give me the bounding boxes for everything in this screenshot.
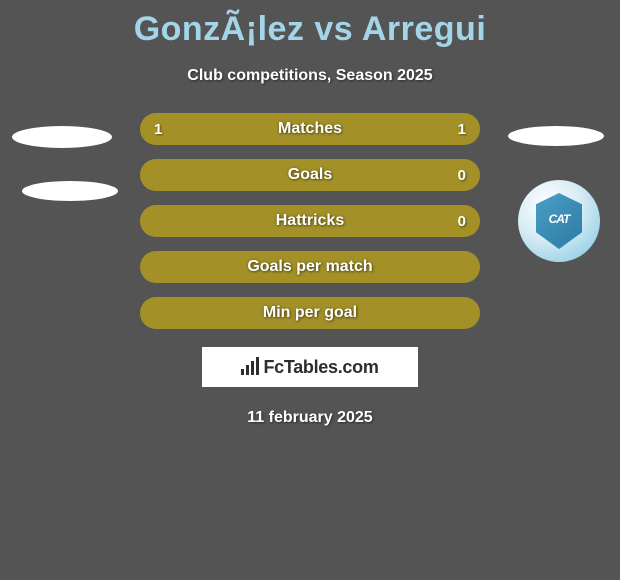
player-left-placeholder-2: [22, 181, 118, 201]
shield-icon: CAT: [536, 193, 582, 249]
stat-label: Hattricks: [276, 212, 344, 230]
team-badge: CAT: [518, 180, 600, 262]
badge-text: CAT: [549, 212, 570, 226]
stat-row-hattricks: Hattricks 0: [140, 205, 480, 237]
stat-value-right: 1: [458, 121, 466, 138]
date-label: 11 february 2025: [0, 409, 620, 427]
chart-icon: [241, 357, 259, 377]
stat-row-matches: 1 Matches 1: [140, 113, 480, 145]
stat-label: Goals: [288, 166, 332, 184]
subtitle: Club competitions, Season 2025: [0, 67, 620, 85]
player-left-placeholder-1: [12, 126, 112, 148]
stat-row-goals: Goals 0: [140, 159, 480, 191]
logo-text: FcTables.com: [263, 357, 378, 378]
stat-label: Goals per match: [247, 258, 372, 276]
player-right-placeholder-1: [508, 126, 604, 146]
stat-value-right: 0: [458, 167, 466, 184]
stat-label: Min per goal: [263, 304, 357, 322]
stat-row-min-per-goal: Min per goal: [140, 297, 480, 329]
logo-box: FcTables.com: [202, 347, 418, 387]
stat-value-left: 1: [154, 121, 162, 138]
page-title: GonzÃ¡lez vs Arregui: [0, 0, 620, 49]
stat-row-goals-per-match: Goals per match: [140, 251, 480, 283]
stat-value-right: 0: [458, 213, 466, 230]
stat-label: Matches: [278, 120, 342, 138]
